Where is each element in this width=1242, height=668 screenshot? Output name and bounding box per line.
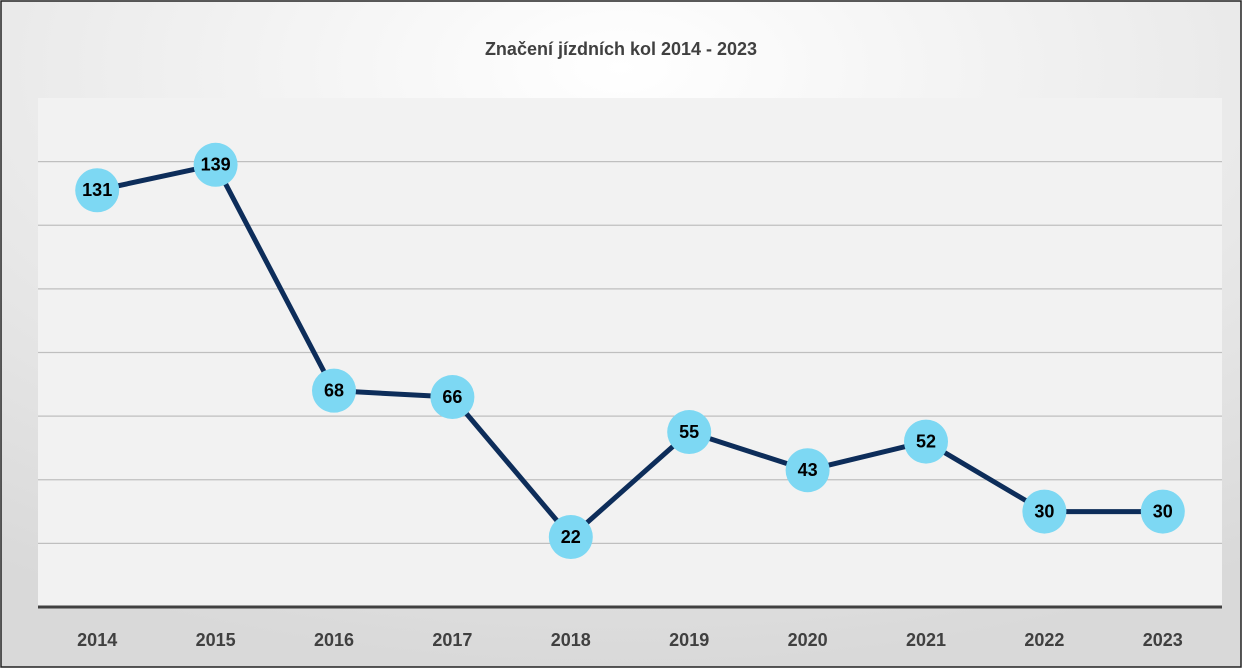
x-tick-label: 2016	[314, 630, 354, 650]
chart-title: Značení jízdních kol 2014 - 2023	[485, 39, 757, 59]
data-label: 22	[561, 527, 581, 547]
marker	[1140, 489, 1185, 534]
data-label: 52	[916, 431, 936, 451]
x-tick-label: 2015	[196, 630, 236, 650]
data-label: 68	[324, 380, 344, 400]
marker	[430, 375, 475, 420]
marker	[785, 448, 830, 493]
data-label: 43	[798, 460, 818, 480]
x-tick-label: 2020	[788, 630, 828, 650]
line	[96, 162, 1163, 540]
data-label: 139	[201, 155, 231, 175]
marker	[548, 515, 593, 560]
x-tick-label: 2022	[1024, 630, 1064, 650]
marker	[75, 168, 120, 213]
data-label: 66	[442, 387, 462, 407]
data-label: 131	[82, 180, 112, 200]
data-label: 30	[1034, 501, 1054, 521]
marker	[1022, 489, 1067, 534]
marker	[904, 419, 948, 464]
data-label: 30	[1153, 501, 1173, 521]
x-tick-label: 2019	[669, 630, 709, 650]
marker	[193, 142, 238, 187]
x-tick-label: 2014	[77, 630, 117, 650]
x-tick-label: 2017	[432, 630, 472, 650]
marker	[312, 368, 356, 413]
marker	[667, 410, 712, 455]
x-tick-label: 2021	[906, 630, 946, 650]
data-label: 55	[679, 422, 699, 442]
x-tick-label: 2018	[551, 630, 591, 650]
x-tick-label: 2023	[1143, 630, 1183, 650]
